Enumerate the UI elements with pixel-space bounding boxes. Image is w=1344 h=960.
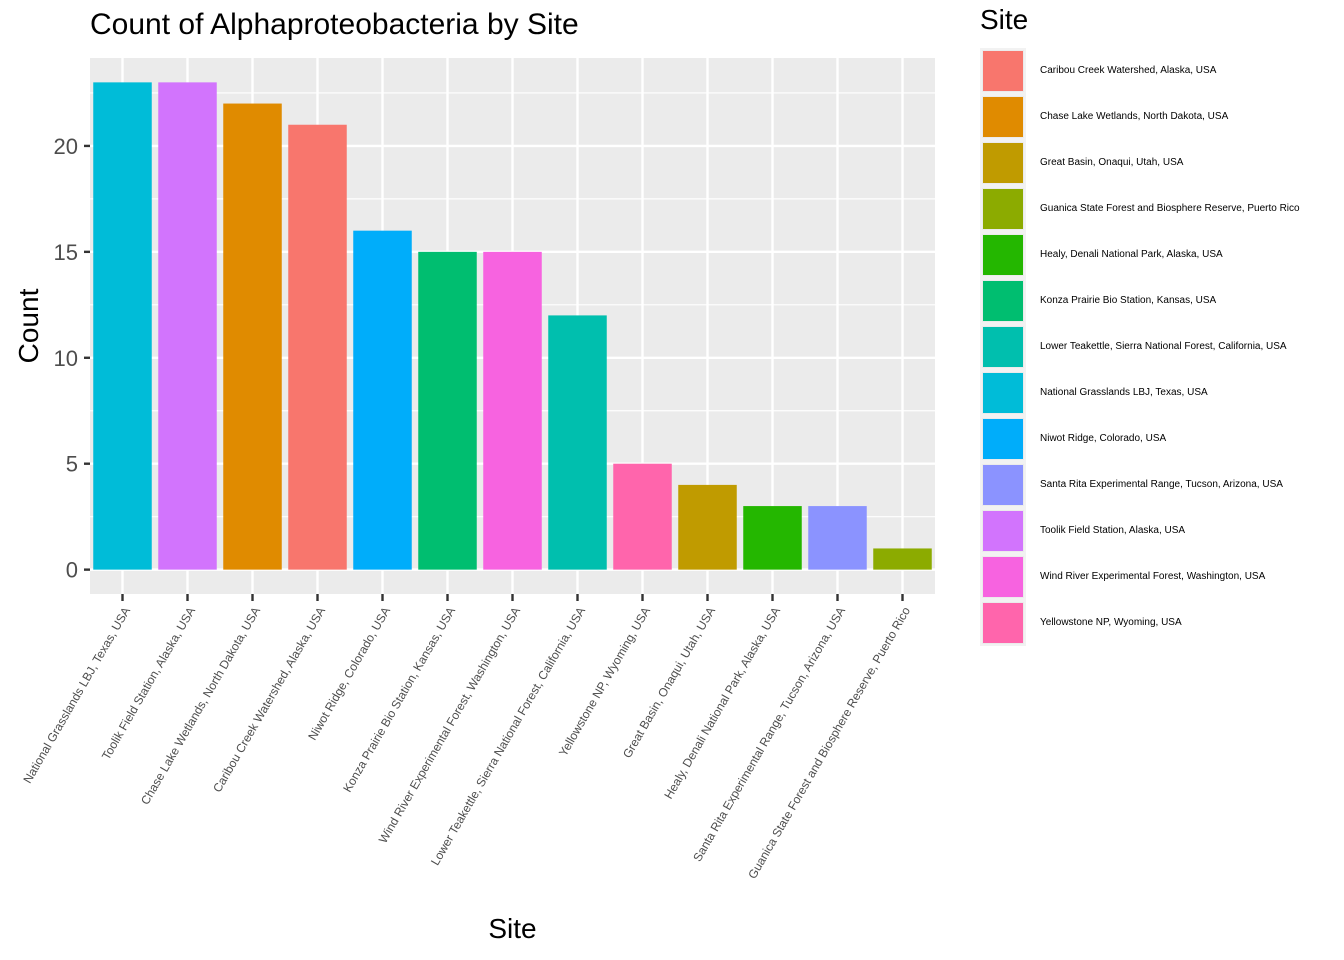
y-axis-title: Count [13,288,44,363]
legend-item: National Grasslands LBJ, Texas, USA [980,370,1340,416]
legend-label: Lower Teakettle, Sierra National Forest,… [1040,341,1287,352]
legend-item: Caribou Creek Watershed, Alaska, USA [980,48,1340,94]
legend-swatch [983,603,1023,643]
x-tick-label: Caribou Creek Watershed, Alaska, USA [210,605,328,795]
legend-key [980,370,1026,416]
legend-swatch [983,465,1023,505]
legend-swatch [983,557,1023,597]
x-tick-label: Konza Prairie Bio Station, Kansas, USA [340,605,458,795]
legend-label: National Grasslands LBJ, Texas, USA [1040,387,1208,398]
x-tick-label: National Grasslands LBJ, Texas, USA [20,605,133,786]
bar [483,251,542,570]
legend-swatch [983,51,1023,91]
legend-item: Guanica State Forest and Biosphere Reser… [980,186,1340,232]
legend-item: Konza Prairie Bio Station, Kansas, USA [980,278,1340,324]
legend-item: Yellowstone NP, Wyoming, USA [980,600,1340,646]
chart-title: Count of Alphaproteobacteria by Site [90,8,579,41]
bar [418,251,477,570]
legend-key [980,324,1026,370]
legend: Caribou Creek Watershed, Alaska, USA Chas… [980,48,1340,646]
y-tick-label: 15 [54,240,78,265]
legend-label: Great Basin, Onaqui, Utah, USA [1040,157,1184,168]
y-tick-label: 10 [54,346,78,371]
legend-swatch [983,419,1023,459]
legend-swatch [983,189,1023,229]
bar [548,315,607,570]
y-tick-label: 5 [66,452,78,477]
legend-item: Toolik Field Station, Alaska, USA [980,508,1340,554]
y-tick-label: 0 [66,558,78,583]
bar [93,82,152,570]
legend-swatch [983,143,1023,183]
legend-swatch [983,97,1023,137]
legend-key [980,416,1026,462]
legend-swatch [983,327,1023,367]
bar [678,484,737,570]
legend-item: Santa Rita Experimental Range, Tucson, A… [980,462,1340,508]
legend-key [980,140,1026,186]
legend-key [980,278,1026,324]
bar [613,463,672,570]
x-tick-label: Chase Lake Wetlands, North Dakota, USA [138,605,263,808]
legend-swatch [983,281,1023,321]
legend-key [980,94,1026,140]
legend-key [980,554,1026,600]
legend-key [980,48,1026,94]
legend-key [980,462,1026,508]
legend-item: Wind River Experimental Forest, Washingt… [980,554,1340,600]
legend-key [980,600,1026,646]
x-tick-label: Healy, Denali National Park, Alaska, USA [661,605,783,802]
legend-swatch [983,511,1023,551]
bar [353,230,412,570]
plot-svg: 0 5 10 15 20 National Grasslands LBJ, Texas, … [13,58,935,944]
legend-swatch [983,373,1023,413]
legend-swatch [983,235,1023,275]
legend-label: Guanica State Forest and Biosphere Reser… [1040,203,1300,214]
legend-item: Lower Teakettle, Sierra National Forest,… [980,324,1340,370]
legend-item: Healy, Denali National Park, Alaska, USA [980,232,1340,278]
bar [288,124,347,570]
legend-item: Chase Lake Wetlands, North Dakota, USA [980,94,1340,140]
x-axis-title: Site [488,913,536,944]
bar [158,82,217,570]
legend-key [980,232,1026,278]
legend-label: Healy, Denali National Park, Alaska, USA [1040,249,1223,260]
legend-label: Santa Rita Experimental Range, Tucson, A… [1040,479,1283,490]
legend-label: Caribou Creek Watershed, Alaska, USA [1040,65,1217,76]
legend-label: Toolik Field Station, Alaska, USA [1040,525,1186,536]
bar [743,506,802,570]
bar [873,548,932,570]
y-tick-label: 20 [54,134,78,159]
legend-label: Konza Prairie Bio Station, Kansas, USA [1040,295,1217,306]
x-tick-label: Wind River Experimental Forest, Washingt… [376,605,523,846]
x-tick-label: Santa Rita Experimental Range, Tucson, A… [690,605,848,864]
legend-label: Wind River Experimental Forest, Washingt… [1040,571,1266,582]
legend-label: Niwot Ridge, Colorado, USA [1040,433,1167,444]
legend-item: Niwot Ridge, Colorado, USA [980,416,1340,462]
legend-label: Yellowstone NP, Wyoming, USA [1040,617,1182,628]
bar [808,506,867,570]
legend-title: Site [980,4,1029,35]
legend-key [980,508,1026,554]
bar [223,103,282,570]
legend-item: Great Basin, Onaqui, Utah, USA [980,140,1340,186]
legend-label: Chase Lake Wetlands, North Dakota, USA [1040,111,1229,122]
legend-key [980,186,1026,232]
